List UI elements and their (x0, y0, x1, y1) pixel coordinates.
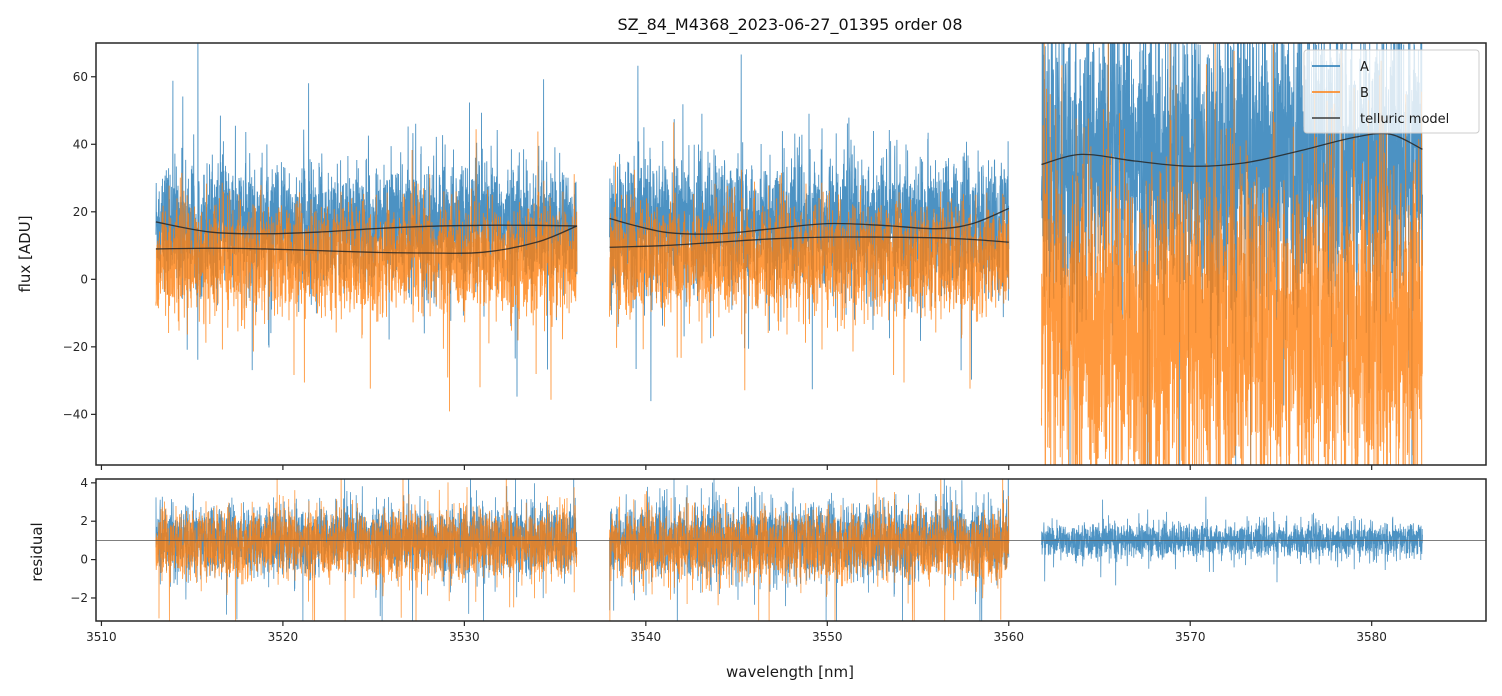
top-panel-series (155, 43, 1423, 465)
x-tick-label: 3540 (631, 630, 662, 644)
top-y-axis-label: flux [ADU] (16, 215, 34, 292)
series-b-segment-1 (155, 129, 578, 412)
legend-box (1303, 49, 1480, 134)
legend-label-a: A (1360, 60, 1369, 75)
y-tick-label: 40 (73, 137, 88, 151)
top-y-axis: −40 −20 0 20 40 60 (63, 70, 96, 421)
residual-a-segment-3 (1041, 496, 1423, 586)
top-x-axis (100, 465, 1373, 470)
y-tick-label: 4 (80, 476, 88, 490)
y-tick-label: −2 (70, 591, 88, 605)
legend: A B telluric model (1303, 49, 1480, 134)
y-tick-label: 0 (80, 553, 88, 567)
x-tick-label: 3550 (812, 630, 843, 644)
series-b-segment-3 (1040, 43, 1423, 465)
legend-label-telluric: telluric model (1360, 112, 1449, 127)
y-tick-label: −40 (63, 407, 88, 421)
legend-label-b: B (1360, 86, 1369, 101)
bottom-y-axis: −2 0 2 4 (70, 476, 96, 605)
telluric-model-a-segment-2 (609, 207, 1010, 235)
y-tick-label: 60 (73, 70, 88, 84)
residual-b-segment-1 (155, 479, 578, 621)
telluric-model-a-segment-1 (155, 221, 577, 235)
x-tick-label: 3580 (1356, 630, 1387, 644)
residual-b-segment-2 (609, 479, 1010, 621)
x-tick-label: 3570 (1175, 630, 1206, 644)
y-tick-label: 2 (80, 514, 88, 528)
x-tick-label: 3560 (993, 630, 1024, 644)
telluric-model-b-segment-1 (155, 225, 578, 254)
x-tick-label: 3520 (268, 630, 299, 644)
top-axes-frame (95, 42, 1487, 466)
telluric-model-b-segment-2 (609, 236, 1009, 248)
y-tick-label: 20 (73, 205, 88, 219)
chart-title: SZ_84_M4368_2023-06-27_01395 order 08 (617, 15, 962, 35)
bottom-panel-series (96, 479, 1486, 621)
x-tick-label: 3510 (86, 630, 117, 644)
y-tick-label: −20 (63, 340, 88, 354)
x-axis-label: wavelength [nm] (726, 663, 854, 681)
series-a-segment-1 (155, 43, 578, 397)
bottom-y-axis-label: residual (28, 522, 46, 581)
x-tick-label: 3530 (449, 630, 480, 644)
bottom-x-axis: 3510 3520 3530 3540 3550 3560 3570 3580 (86, 621, 1387, 644)
y-tick-label: 0 (80, 272, 88, 286)
series-b-segment-2 (609, 122, 1010, 391)
telluric-model-a-segment-3 (1041, 132, 1423, 167)
bottom-axes-frame (95, 478, 1487, 622)
